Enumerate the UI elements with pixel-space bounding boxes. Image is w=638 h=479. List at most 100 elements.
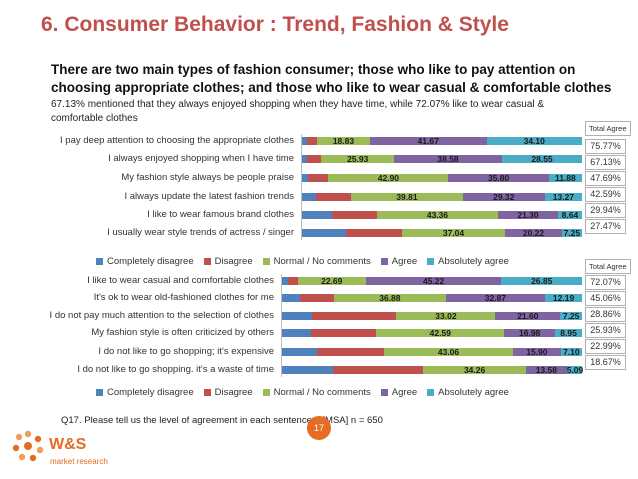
- page-title: 6. Consumer Behavior : Trend, Fashion & …: [41, 13, 509, 36]
- bar-segment-normal: [401, 229, 506, 237]
- data-label: 7.25: [563, 228, 581, 238]
- category-label: My fashion style always be people praise: [121, 172, 294, 183]
- bar-segment-normal: [351, 193, 463, 201]
- legend-item: Agree: [380, 387, 417, 398]
- bar-segment-completely-disagree: [302, 155, 308, 163]
- data-label: 7.25: [562, 311, 580, 321]
- total-agree-header: Total Agree: [585, 121, 631, 136]
- data-label: 8.64: [561, 210, 579, 220]
- legend-swatch: [380, 258, 388, 265]
- logo-name: W&S: [49, 436, 87, 453]
- bar-segment-disagree: [346, 229, 402, 237]
- bar-segment-normal: [423, 366, 526, 374]
- bar-segment-disagree: [317, 348, 384, 356]
- data-label: 38.58: [437, 154, 459, 164]
- bar-segment-agree: [462, 193, 545, 201]
- legend-swatch: [262, 389, 270, 396]
- data-label: 8.95: [560, 328, 577, 338]
- total-agree-value: 72.07%: [585, 275, 626, 290]
- bar-segment-agree: [504, 329, 556, 337]
- bar-segment-agree: [365, 277, 502, 285]
- data-label: 18.83: [332, 136, 355, 146]
- data-label: 29.32: [493, 192, 515, 202]
- data-label: 12.19: [552, 293, 575, 303]
- bar-segment-agree: [448, 174, 549, 182]
- legend-item: Disagree: [203, 387, 253, 398]
- page-subtitle: There are two main types of fashion cons…: [51, 62, 612, 95]
- category-label: I always enjoyed shopping when I have ti…: [108, 153, 294, 164]
- total-agree-value: 45.06%: [585, 291, 626, 306]
- category-label: I usually wear style trends of actress /…: [107, 227, 294, 238]
- data-label: 41.67: [417, 136, 439, 146]
- bar-segment-agree: [498, 211, 558, 219]
- legend-swatch: [203, 389, 211, 396]
- legend-swatch: [96, 389, 103, 396]
- data-label: 28.55: [531, 154, 553, 164]
- legend-label: Normal / No comments: [273, 256, 371, 267]
- total-agree-value: 28.86%: [585, 307, 626, 322]
- data-label: 22.69: [321, 276, 343, 286]
- total-agree-value: 42.59%: [585, 187, 626, 202]
- bar-segment-absolutely-agree: [560, 348, 582, 356]
- legend-swatch: [96, 258, 103, 265]
- legend-item: Completely disagree: [96, 387, 194, 398]
- legend-swatch: [427, 389, 435, 396]
- data-label: 21.60: [517, 311, 539, 321]
- bar-segment-absolutely-agree: [502, 155, 582, 163]
- legend-label: Completely disagree: [107, 387, 194, 398]
- bar-segment-disagree: [299, 294, 335, 302]
- bar-segment-normal: [376, 329, 505, 337]
- bar-segment-normal: [383, 348, 514, 356]
- category-label: I do not pay much attention to the selec…: [49, 310, 274, 321]
- data-label: 42.90: [377, 173, 400, 183]
- bar-segment-disagree: [332, 211, 377, 219]
- data-label: 34.26: [463, 365, 486, 375]
- legend-label: Agree: [391, 256, 418, 267]
- data-label: 15.90: [526, 347, 548, 357]
- data-label: 7.10: [563, 347, 580, 357]
- total-agree-value: 27.47%: [585, 219, 626, 234]
- bar-segment-absolutely-agree: [555, 329, 582, 337]
- total-agree-value: 29.94%: [585, 203, 626, 218]
- legend-swatch: [427, 258, 435, 265]
- bar-segment-normal: [317, 137, 370, 145]
- page-description: 67.13% mentioned that they always enjoye…: [51, 99, 545, 124]
- bar-segment-disagree: [287, 277, 298, 285]
- data-label: 20.22: [522, 228, 545, 238]
- bar-segment-normal: [328, 174, 449, 182]
- category-label: I do not like to go shopping. it's a was…: [77, 364, 274, 375]
- bar-segment-absolutely-agree: [557, 211, 582, 219]
- bar-segment-agree: [369, 137, 487, 145]
- bar-segment-completely-disagree: [302, 193, 317, 201]
- bar-segment-absolutely-agree: [561, 229, 582, 237]
- bar-segment-normal: [297, 277, 366, 285]
- legend-item: Absolutely agree: [427, 387, 509, 398]
- ws-logo-icon: [12, 430, 44, 462]
- data-label: 43.06: [437, 347, 460, 357]
- data-label: 5.09: [566, 365, 584, 375]
- bar-segment-normal: [334, 294, 446, 302]
- bar-segment-completely-disagree: [282, 294, 300, 302]
- data-label: 13.27: [552, 192, 575, 202]
- data-label: 43.36: [426, 210, 449, 220]
- bar-segment-agree: [445, 294, 546, 302]
- legend-swatch: [203, 258, 211, 265]
- bar-segment-completely-disagree: [302, 174, 309, 182]
- category-label: I do not like to go shopping; it's expen…: [98, 346, 274, 357]
- chart-axis-line: [281, 274, 282, 377]
- legend-label: Absolutely agree: [438, 256, 509, 267]
- chart-axis-line: [301, 134, 302, 240]
- bar-segment-normal: [376, 211, 499, 219]
- bar-segment-agree: [495, 312, 561, 320]
- bar-segment-absolutely-agree: [548, 174, 582, 182]
- data-label: 34.10: [523, 136, 545, 146]
- legend-label: Absolutely agree: [438, 387, 509, 398]
- category-label: I pay deep attention to choosing the app…: [60, 135, 294, 146]
- bar-segment-disagree: [316, 193, 352, 201]
- data-label: 35.80: [487, 173, 510, 183]
- total-agree-value: 75.77%: [585, 139, 626, 154]
- data-label: 13.58: [535, 365, 557, 375]
- bar-segment-completely-disagree: [302, 229, 347, 237]
- bar-segment-disagree: [308, 174, 329, 182]
- bar-segment-normal: [321, 155, 395, 163]
